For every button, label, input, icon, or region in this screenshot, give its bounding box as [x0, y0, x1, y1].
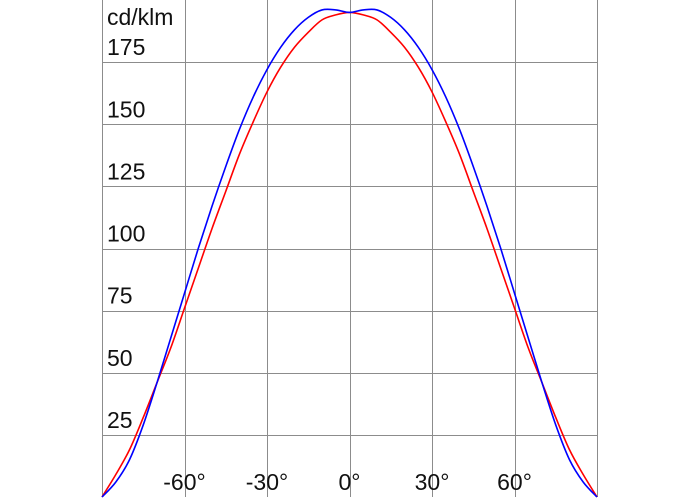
x-axis-tick-labels: -60° -30° 0° 30° 60°	[163, 469, 532, 495]
y-tick-label: 150	[107, 96, 145, 122]
y-tick-label: 50	[107, 345, 133, 371]
grid	[102, 0, 597, 497]
unit-label: cd/klm	[107, 4, 173, 30]
y-tick-label: 175	[107, 34, 145, 60]
series-line-0	[101, 11, 598, 498]
y-axis-tick-labels: 25 50 75 100 125 150 175	[107, 34, 145, 433]
y-tick-label: 75	[107, 283, 133, 309]
series-line-1	[101, 8, 598, 498]
y-tick-label: 125	[107, 158, 145, 184]
x-tick-label: -30°	[246, 469, 288, 495]
y-tick-label: 100	[107, 221, 145, 247]
series-layer	[101, 8, 598, 498]
x-tick-label: 60°	[497, 469, 532, 495]
x-tick-label: 0°	[339, 469, 361, 495]
plot-frame	[102, 0, 598, 497]
x-tick-label: -60°	[163, 469, 205, 495]
x-tick-label: 30°	[415, 469, 450, 495]
y-tick-label: 25	[107, 407, 133, 433]
